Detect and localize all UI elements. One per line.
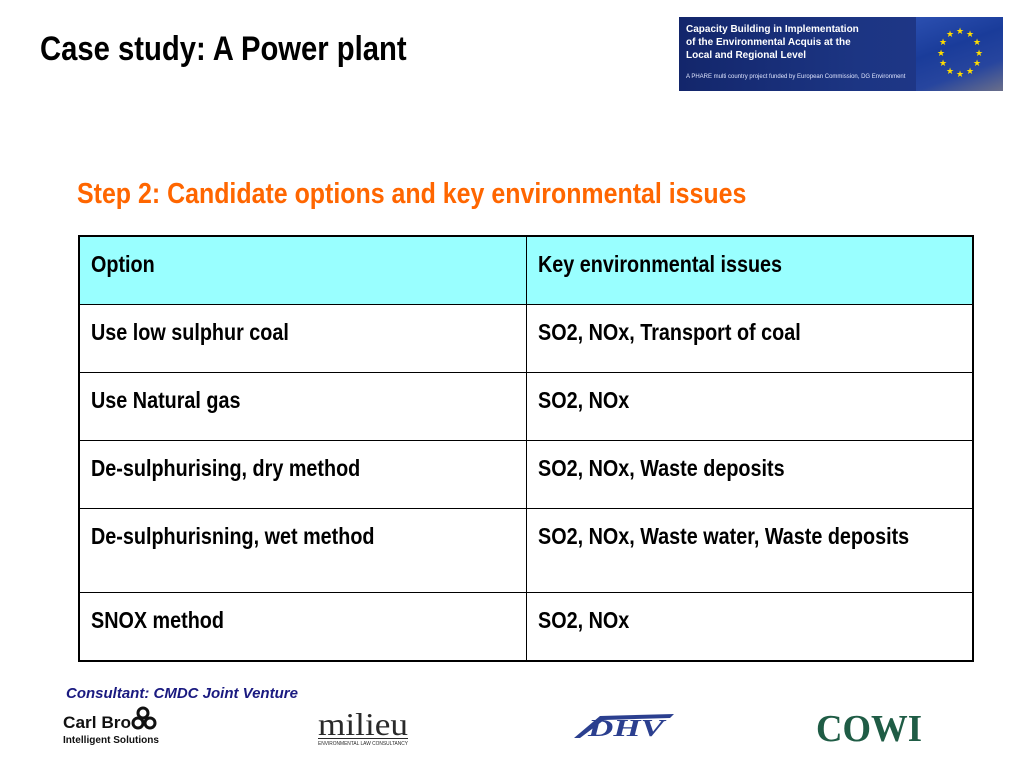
svg-text:Intelligent Solutions: Intelligent Solutions <box>63 734 159 746</box>
table-row: De-sulphurising, dry method SO2, NOx, Wa… <box>78 440 974 509</box>
svg-text:milieu: milieu <box>318 706 408 742</box>
consultant-credit: Consultant: CMDC Joint Venture <box>66 685 298 702</box>
svg-text:★: ★ <box>973 59 981 69</box>
issues-cell: SO2, NOx, Transport of coal <box>526 304 974 373</box>
issues-cell: SO2, NOx <box>526 592 974 662</box>
eu-flag-icon: ★ ★ ★ ★ ★ ★ ★ ★ ★ ★ ★ ★ <box>916 17 1003 91</box>
svg-text:★: ★ <box>956 27 964 37</box>
svg-text:Carl Bro: Carl Bro <box>63 713 131 732</box>
table-row: Use Natural gas SO2, NOx <box>78 372 974 441</box>
banner-subtext: A PHARE multi country project funded by … <box>686 74 906 80</box>
svg-text:★: ★ <box>966 30 974 40</box>
step-subtitle: Step 2: Candidate options and key enviro… <box>77 178 747 210</box>
project-banner: Capacity Building in Implementation of t… <box>679 17 1003 91</box>
svg-text:★: ★ <box>975 49 983 59</box>
carl-bro-logo-mark: Carl Bro Intelligent Solutions <box>63 706 159 746</box>
cowi-logo-mark: COWI <box>816 708 922 750</box>
header-option: Option <box>78 235 527 305</box>
table-row: SNOX method SO2, NOx <box>78 592 974 662</box>
dhv-logo: DHV <box>570 708 680 742</box>
table-header-row: Option Key environmental issues <box>78 235 974 305</box>
svg-text:★: ★ <box>946 67 954 77</box>
svg-text:★: ★ <box>939 38 947 48</box>
svg-text:ENVIRONMENTAL LAW CONSULTANCY: ENVIRONMENTAL LAW CONSULTANCY <box>318 741 409 747</box>
milieu-logo-mark: milieu ENVIRONMENTAL LAW CONSULTANCY <box>318 706 409 747</box>
svg-text:DHV: DHV <box>587 716 667 742</box>
option-cell: Use Natural gas <box>78 372 527 441</box>
banner-line-3: Local and Regional Level <box>686 50 807 61</box>
slide-title: Case study: A Power plant <box>40 30 407 68</box>
option-cell: De-sulphurisning, wet method <box>78 508 527 593</box>
issues-cell: SO2, NOx, Waste deposits <box>526 440 974 509</box>
table-row: De-sulphurisning, wet method SO2, NOx, W… <box>78 508 974 593</box>
svg-text:★: ★ <box>966 67 974 77</box>
table-row: Use low sulphur coal SO2, NOx, Transport… <box>78 304 974 373</box>
options-table: Option Key environmental issues Use low … <box>78 235 974 662</box>
svg-text:★: ★ <box>946 30 954 40</box>
option-cell: Use low sulphur coal <box>78 304 527 373</box>
dhv-logo-mark: DHV <box>574 714 674 742</box>
svg-text:★: ★ <box>956 70 964 80</box>
issues-cell: SO2, NOx <box>526 372 974 441</box>
svg-text:COWI: COWI <box>816 708 922 746</box>
svg-text:★: ★ <box>937 49 945 59</box>
carl-bro-logo: Carl Bro Intelligent Solutions <box>63 706 163 750</box>
option-cell: De-sulphurising, dry method <box>78 440 527 509</box>
eu-stars-icon: ★ ★ ★ ★ ★ ★ ★ ★ ★ ★ ★ ★ <box>937 27 983 80</box>
banner-title: Capacity Building in Implementation of t… <box>686 23 918 62</box>
svg-text:★: ★ <box>939 59 947 69</box>
banner-line-1: Capacity Building in Implementation <box>686 24 859 35</box>
milieu-logo: milieu ENVIRONMENTAL LAW CONSULTANCY <box>316 706 412 748</box>
cowi-logo: COWI <box>815 708 925 750</box>
header-issues: Key environmental issues <box>526 235 974 305</box>
issues-cell: SO2, NOx, Waste water, Waste deposits <box>526 508 974 593</box>
banner-line-2: of the Environmental Acquis at the <box>686 37 851 48</box>
option-cell: SNOX method <box>78 592 527 662</box>
svg-text:★: ★ <box>973 38 981 48</box>
